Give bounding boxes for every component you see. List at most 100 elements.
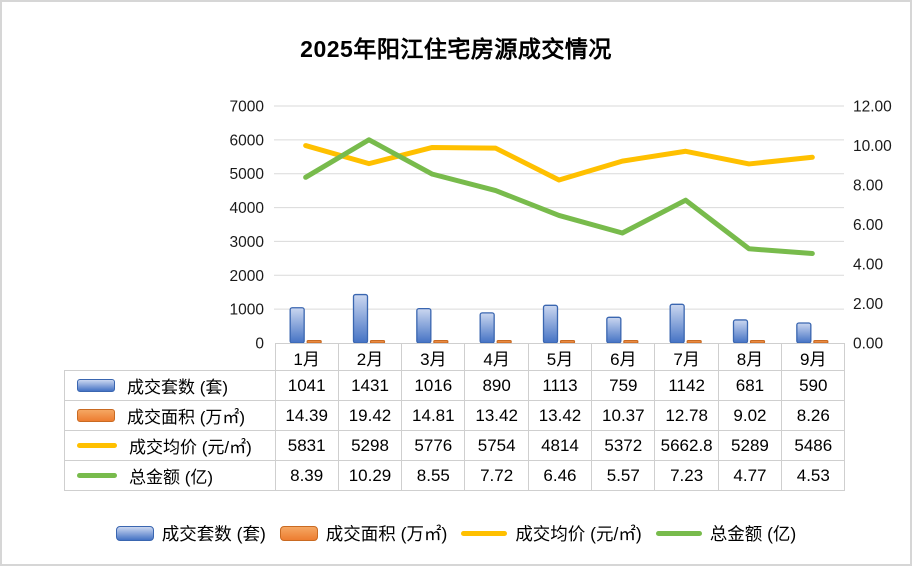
table-value-cell: 5754 (464, 430, 529, 461)
table-corner-cell (65, 344, 276, 371)
series-label-cell: 成交面积 (万㎡) (64, 400, 276, 431)
table-value-cell: 4814 (527, 430, 593, 461)
month-header-cell: 2月 (337, 343, 403, 371)
series-label: 成交面积 (万㎡) (127, 408, 246, 427)
legend-key-units-icon (77, 379, 115, 392)
table-value-cell: 4.77 (717, 460, 783, 491)
legend-key-amount-icon (655, 530, 702, 536)
left-axis-tick: 6000 (230, 132, 265, 149)
table-value-cell: 13.42 (464, 400, 529, 431)
right-axis-tick: 12.00 (853, 99, 892, 116)
month-header-cell: 5月 (527, 343, 593, 371)
table-value-cell: 1041 (274, 370, 339, 401)
left-axis-tick: 5000 (230, 166, 265, 183)
legend-key-price-icon (461, 530, 508, 536)
legend-key-price-icon (77, 443, 117, 448)
table-value-cell: 5776 (401, 430, 466, 461)
table-value-cell: 8.26 (781, 400, 846, 431)
series-label-cell: 成交套数 (套) (64, 370, 276, 401)
right-axis-tick: 6.00 (853, 217, 884, 234)
legend-item-label: 总金额 (亿) (709, 523, 797, 544)
series-label: 成交均价 (元/㎡) (129, 438, 252, 457)
table-value-cell: 12.78 (654, 400, 719, 431)
table-value-cell: 6.46 (527, 460, 593, 491)
table-value-cell: 7.23 (654, 460, 719, 491)
table-value-cell: 5372 (591, 430, 656, 461)
month-header-cell: 4月 (464, 343, 529, 371)
table-value-cell: 10.29 (337, 460, 403, 491)
bar-units (606, 316, 622, 344)
right-axis-tick: 2.00 (853, 296, 884, 313)
legend-item-price[interactable]: 成交均价 (元/㎡) (461, 521, 642, 546)
series-label-cell: 总金额 (亿) (64, 460, 276, 491)
right-axis-tick: 10.00 (853, 138, 892, 155)
table-value-cell: 1431 (337, 370, 403, 401)
legend-item-label: 成交面积 (万㎡) (325, 523, 448, 544)
series-label-cell: 成交均价 (元/㎡) (64, 430, 276, 461)
table-value-cell: 7.72 (464, 460, 529, 491)
month-header-cell: 7月 (654, 343, 719, 371)
line-price (303, 143, 815, 183)
month-header-cell: 9月 (781, 343, 846, 371)
right-axis-tick: 0.00 (853, 336, 884, 353)
legend-key-area-icon (279, 525, 318, 541)
table-value-cell: 14.39 (274, 400, 339, 431)
table-value-cell: 1113 (527, 370, 593, 401)
chart-legend: 成交套数 (套) 成交面积 (万㎡) 成交均价 (元/㎡) 总金额 (亿) (2, 514, 910, 552)
table-value-cell: 5.57 (591, 460, 656, 491)
table-value-cell: 8.39 (274, 460, 339, 491)
legend-key-amount-icon (77, 473, 117, 478)
right-axis-tick: 8.00 (853, 178, 884, 195)
table-value-cell: 759 (591, 370, 656, 401)
month-header-cell: 6月 (591, 343, 656, 371)
table-value-cell: 8.55 (401, 460, 466, 491)
legend-item-amount[interactable]: 总金额 (亿) (655, 521, 797, 546)
table-row-area: 成交面积 (万㎡) 14.39 19.42 14.81 13.42 13.42 10.37 1… (64, 400, 846, 431)
chart-title[interactable]: 2025年阳江住宅房源成交情况 (300, 36, 612, 62)
series-label: 成交套数 (套) (127, 378, 229, 397)
series-label: 总金额 (亿) (129, 468, 214, 487)
table-value-cell: 14.81 (401, 400, 466, 431)
legend-item-label: 成交均价 (元/㎡) (515, 523, 642, 544)
table-value-cell: 681 (717, 370, 783, 401)
bar-units (416, 307, 432, 344)
bar-units (669, 303, 685, 344)
legend-key-units-icon (115, 525, 154, 541)
chart-data-table: 1月 2月 3月 4月 5月 6月 7月 8月 9月 成交套数 (套) 1041 1431 1016 89… (64, 343, 846, 491)
table-value-cell: 5289 (717, 430, 783, 461)
table-row-price: 成交均价 (元/㎡) 5831 5298 5776 5754 4814 5372 5662.8… (64, 430, 846, 461)
legend-item-units[interactable]: 成交套数 (套) (115, 521, 266, 546)
left-axis-tick: 7000 (230, 99, 265, 116)
left-axis-tick: 2000 (230, 268, 265, 285)
left-axis-tick: 3000 (230, 234, 265, 251)
left-axis-tick: 0 (255, 336, 264, 353)
bar-units (732, 319, 749, 344)
bar-units (289, 307, 305, 344)
table-value-cell: 590 (781, 370, 846, 401)
right-axis-tick: 4.00 (853, 257, 884, 274)
table-value-cell: 5662.8 (654, 430, 719, 461)
bar-units (352, 293, 369, 344)
table-value-cell: 1016 (401, 370, 466, 401)
table-value-cell: 10.37 (591, 400, 656, 431)
table-value-cell: 13.42 (527, 400, 593, 431)
table-value-cell: 5831 (274, 430, 339, 461)
bar-units (796, 322, 812, 344)
table-value-cell: 19.42 (337, 400, 403, 431)
month-header-cell: 8月 (717, 343, 783, 371)
legend-item-label: 成交套数 (套) (161, 523, 266, 544)
left-axis-tick: 4000 (230, 200, 265, 217)
table-value-cell: 1142 (654, 370, 719, 401)
bar-units (479, 312, 495, 344)
legend-item-area[interactable]: 成交面积 (万㎡) (279, 521, 448, 546)
table-value-cell: 890 (464, 370, 529, 401)
table-row-units: 成交套数 (套) 1041 1431 1016 890 1113 759 1142 681 590 (64, 370, 846, 401)
table-value-cell: 5298 (337, 430, 403, 461)
legend-key-area-icon (77, 409, 115, 422)
table-row-amount: 总金额 (亿) 8.39 10.29 8.55 7.72 6.46 5.57 7.23 4.77… (64, 460, 846, 491)
table-value-cell: 9.02 (717, 400, 783, 431)
table-value-cell: 5486 (781, 430, 846, 461)
bar-units (542, 304, 559, 344)
